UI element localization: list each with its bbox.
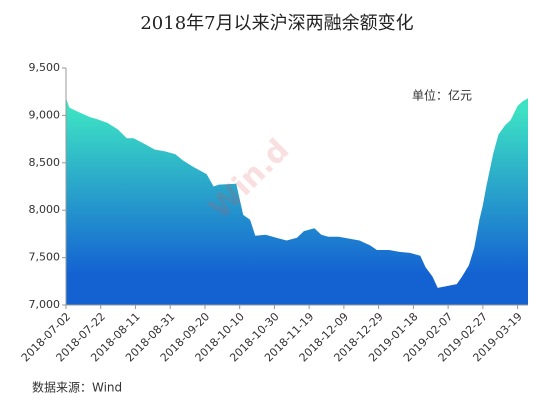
y-tick-label: 7,500	[29, 251, 61, 264]
area	[66, 98, 528, 305]
unit-label: 单位：亿元	[412, 88, 472, 103]
y-tick-label: 8,500	[29, 156, 61, 169]
y-tick-label: 9,500	[29, 61, 61, 74]
watermark: Win.d	[202, 132, 296, 226]
y-tick-label: 8,000	[29, 203, 61, 216]
source: 数据来源：Wind	[32, 380, 122, 395]
y-tick-label: 7,000	[29, 298, 61, 311]
y-tick-label: 9,000	[29, 108, 61, 121]
chart-title: 2018年7月以来沪深两融余额变化	[140, 13, 413, 34]
